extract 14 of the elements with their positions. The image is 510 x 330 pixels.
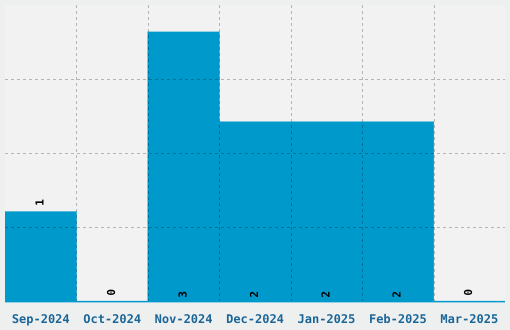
data-label: 2 [390,290,404,298]
x-tick-label: Nov-2024 [154,312,212,326]
data-label: 1 [34,198,47,206]
x-tick-label: Mar-2025 [440,312,498,326]
x-tick-label: Dec-2024 [226,312,284,326]
x-tick-label: Sep-2024 [12,312,70,326]
data-label: 2 [319,290,332,298]
data-label: 2 [248,290,261,298]
data-label: 3 [176,290,190,298]
data-label: 0 [462,288,476,296]
x-tick-label: Feb-2025 [368,312,427,326]
data-label: 0 [105,288,118,296]
x-tick-label: Oct-2024 [83,312,142,326]
x-tick-label: Jan-2025 [298,312,356,326]
